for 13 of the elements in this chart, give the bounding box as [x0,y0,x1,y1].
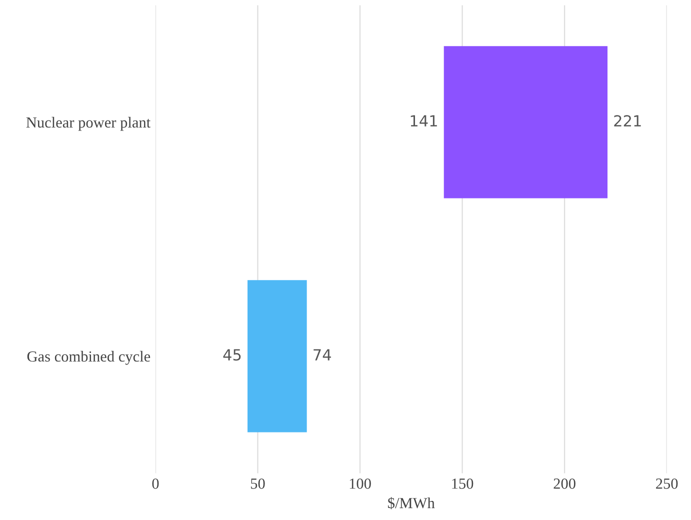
annotation: 221 [614,115,641,126]
annotation: 141 [410,115,437,126]
x-tick-label: 250 [656,478,678,489]
annotation: 45 [223,349,241,361]
x-tick-label: 100 [350,478,371,489]
x-tick-label: 150 [452,478,474,489]
x-tick-label: 0 [152,478,159,489]
y-tick-label: Nuclear power plant [26,116,151,131]
annotation: 74 [314,349,331,360]
x-tick-label: 50 [250,478,265,489]
x-axis-title: $/MWh [388,497,435,510]
y-tick-label: Gas combined cycle [27,350,150,365]
x-tick-label: 200 [554,478,576,489]
